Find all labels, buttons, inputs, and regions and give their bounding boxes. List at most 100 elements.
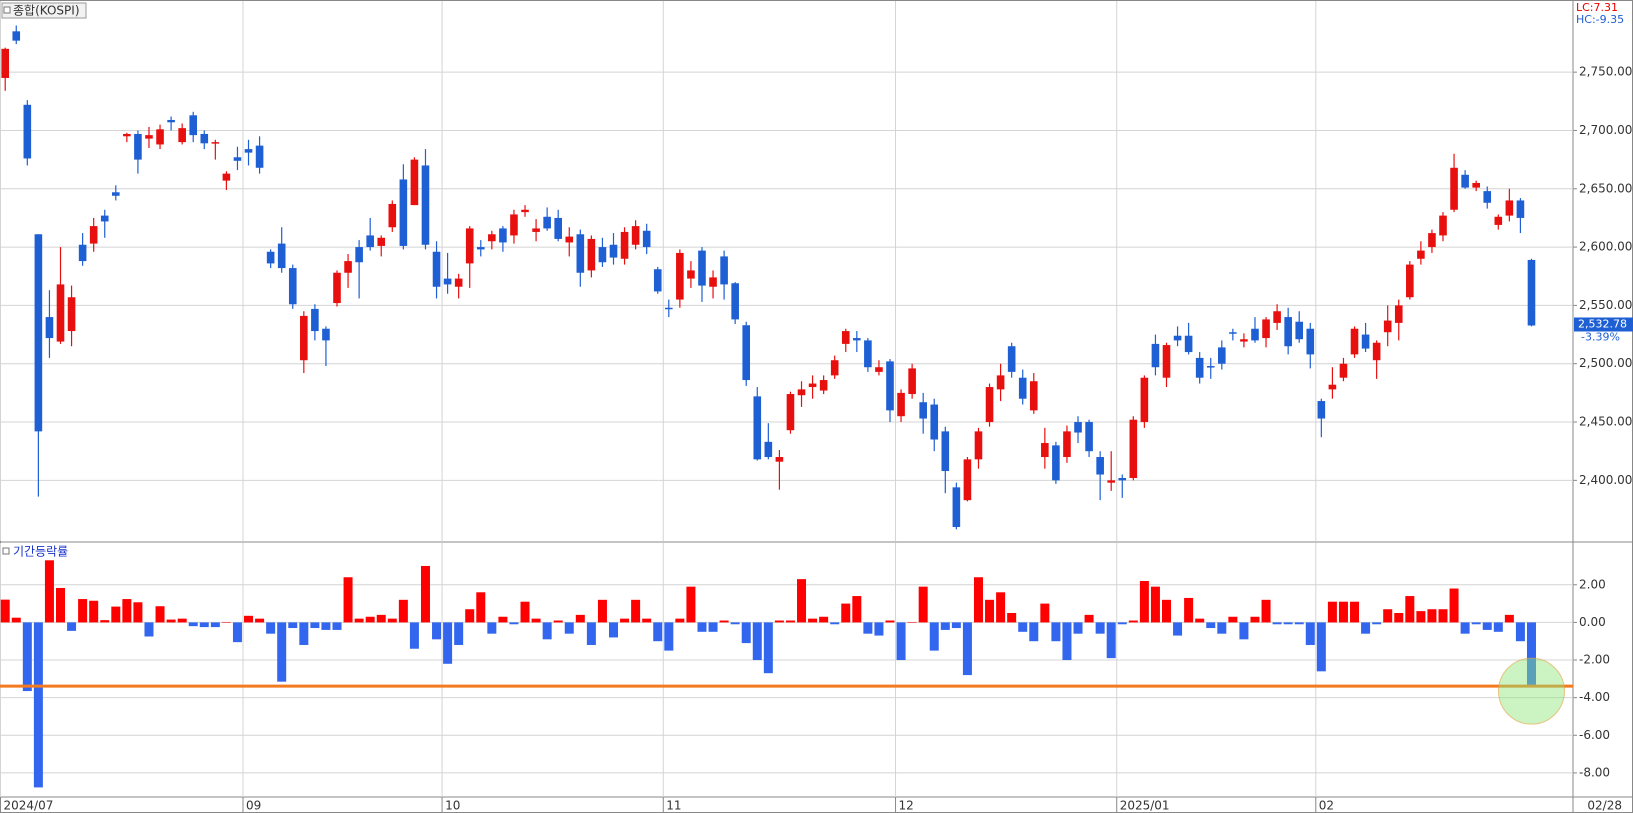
y-tick-label: -8.00 [1579,765,1610,779]
bar [819,616,829,623]
bar [221,622,231,623]
candle-body [112,192,120,196]
bar [1449,588,1459,623]
bar [1515,622,1525,642]
candle-body [875,367,883,372]
lc-label: LC:7.31 [1576,1,1618,14]
bar [1471,622,1481,625]
candle-body [1240,339,1248,342]
bar [67,622,77,631]
candle-body [156,129,164,145]
x-tick-label: 09 [246,799,261,813]
candle-body [300,315,308,361]
bar [730,622,740,625]
bar [409,622,419,649]
candle-body [255,145,264,168]
candle-body [808,383,817,388]
candle-body [1074,422,1082,433]
bar [1184,597,1194,623]
candle-body [178,128,186,143]
candle-body [476,247,485,250]
highlight-circle [1497,657,1565,725]
candle-body [941,431,950,472]
candle-body [244,149,253,153]
candle-body [89,226,98,244]
chart-title: 종합(KOSPI) [13,4,80,18]
candle-body [1361,334,1370,349]
candle-body [1328,384,1337,390]
bar [432,622,442,640]
candle-body [543,216,551,229]
bar [266,622,276,634]
bar [1327,601,1337,623]
bar [1338,601,1348,623]
candle-body [134,133,142,160]
bar [1405,596,1415,623]
bar [985,599,995,623]
bar [1084,614,1094,623]
candle-body [34,234,43,432]
bar [89,600,99,623]
last-price-tag [1574,317,1633,332]
candle-body [620,231,629,259]
candle-body [1494,216,1503,225]
candle-body [1029,381,1038,411]
sub-title: 기간등락률 [13,545,68,559]
candle-body [23,104,32,159]
bar [785,620,795,623]
y-tick-label: 2,500.00 [1579,356,1632,370]
bar [144,622,154,637]
candle-body [443,278,452,285]
x-tick-label: 02 [1319,799,1334,813]
candle-body [587,238,596,271]
bar [0,599,10,623]
candle-body [233,157,242,161]
bar [188,622,198,627]
candle-body [775,457,784,462]
sub-title-icon [2,547,10,555]
bar [454,622,464,645]
candle-body [598,247,607,263]
candle-body [1063,431,1071,458]
candle-body [1229,332,1237,334]
bar [620,618,630,623]
y-tick-label: 2,550.00 [1579,298,1632,312]
bar [1493,622,1503,632]
bar [885,620,895,623]
candle-body [355,247,363,263]
candle-body [853,338,861,341]
candle-body [322,328,330,341]
bar [1173,622,1183,636]
bar [996,592,1006,623]
bar [1062,622,1072,661]
bar [277,622,287,682]
candle-body [996,375,1005,390]
bar [609,622,618,638]
bar [1316,622,1326,672]
bar [1018,622,1028,632]
x-tick-label: 2024/07 [4,799,54,813]
bar [1460,622,1470,634]
bar [299,622,309,645]
candle-body [1428,233,1436,248]
bar [1139,581,1149,623]
bar [1217,622,1227,634]
candle-body [333,272,341,304]
bar [1228,616,1238,623]
y-tick-label: -6.00 [1579,728,1610,742]
candle-body [1472,182,1480,188]
candle-body [100,215,109,222]
candle-body [841,331,850,344]
bar [1283,622,1293,625]
candle-body [1417,250,1425,259]
bar [841,603,851,623]
bar [321,622,331,630]
bar [232,622,242,643]
bar [100,620,110,623]
bar [918,586,928,623]
bar [1029,622,1039,642]
candle-body [1339,363,1348,378]
candle-body [1450,167,1458,210]
